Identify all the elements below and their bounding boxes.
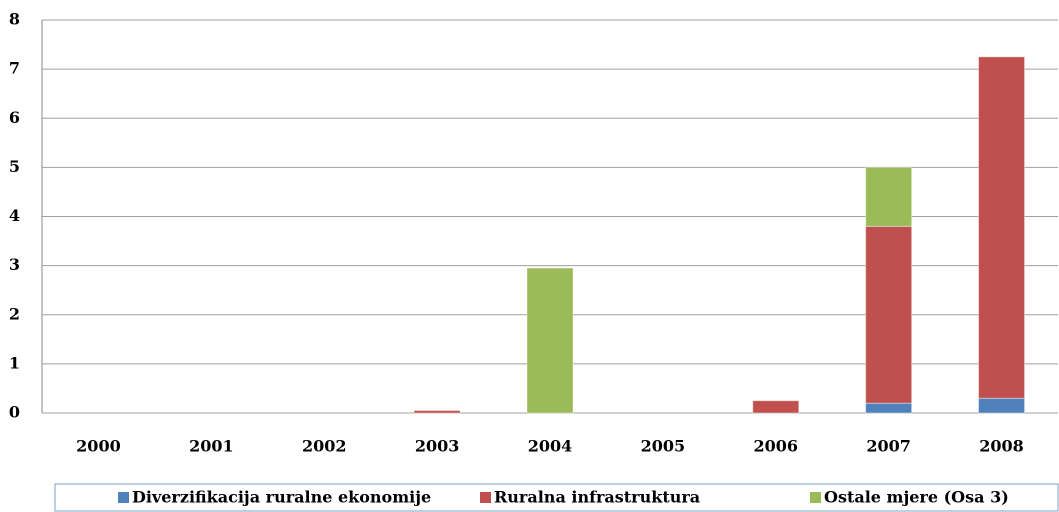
y-tick-label: 6 <box>9 108 20 127</box>
legend-label: Diverzifikacija ruralne ekonomije <box>132 488 431 507</box>
y-tick-label: 4 <box>9 206 20 225</box>
x-tick-label: 2003 <box>415 437 460 456</box>
x-tick-label: 2008 <box>979 437 1024 456</box>
y-tick-label: 8 <box>9 10 20 29</box>
bar-segment <box>526 267 574 414</box>
x-tick-label: 2006 <box>754 437 799 456</box>
y-tick-label: 2 <box>9 304 20 323</box>
x-tick-label: 2005 <box>641 437 686 456</box>
y-tick-label: 7 <box>9 59 20 78</box>
legend-label: Ostale mjere (Osa 3) <box>824 488 1009 507</box>
y-tick-label: 1 <box>9 353 20 372</box>
x-tick-label: 2002 <box>302 437 347 456</box>
bar-segment <box>865 166 913 227</box>
legend-marker <box>480 492 491 503</box>
y-tick-label: 0 <box>9 403 20 422</box>
legend-box <box>54 483 1059 512</box>
x-tick-label: 2004 <box>528 437 573 456</box>
bar-segment <box>865 225 913 404</box>
bar-segment <box>978 397 1026 414</box>
legend-label: Ruralna infrastruktura <box>494 488 700 507</box>
y-tick-label: 3 <box>9 255 20 274</box>
x-tick-label: 2007 <box>866 437 911 456</box>
bar-segment <box>413 410 461 414</box>
x-tick-label: 2000 <box>76 437 121 456</box>
legend-marker <box>810 492 821 503</box>
bar-segment <box>865 402 913 414</box>
bar-segment <box>978 56 1026 399</box>
bar-segment <box>752 400 800 414</box>
x-tick-label: 2001 <box>189 437 234 456</box>
legend-marker <box>118 492 129 503</box>
y-tick-label: 5 <box>9 157 20 176</box>
